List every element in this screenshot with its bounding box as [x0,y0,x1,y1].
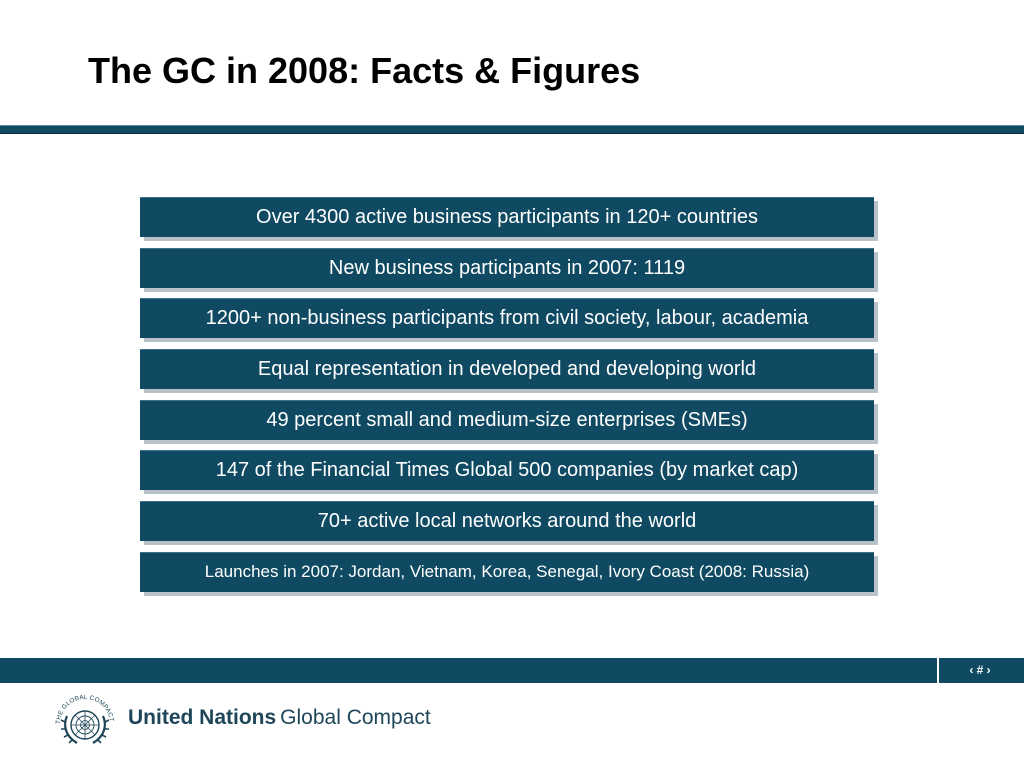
footer-bar: ‹ # › [0,658,1024,683]
page-number: ‹ # › [969,663,991,677]
facts-list: Over 4300 active business participants i… [140,197,880,603]
un-globe-laurel-icon: THE GLOBAL COMPACT [55,694,115,744]
org-name-bold: United Nations [128,706,277,729]
fact-box: Over 4300 active business participants i… [140,197,874,237]
fact-box: Equal representation in developed and de… [140,349,874,390]
org-name: United Nations Global Compact [128,706,431,730]
fact-box: 1200+ non-business participants from civ… [140,298,874,339]
org-name-light: Global Compact [280,706,431,729]
fact-box: 147 of the Financial Times Global 500 co… [140,450,874,491]
fact-box: Launches in 2007: Jordan, Vietnam, Korea… [140,551,874,592]
fact-box: New business participants in 2007: 1119 [140,247,874,288]
footer-divider [937,658,939,683]
fact-box: 70+ active local networks around the wor… [140,501,874,542]
fact-box: 49 percent small and medium-size enterpr… [140,399,874,440]
title-divider [0,125,1024,134]
slide-title: The GC in 2008: Facts & Figures [88,50,641,91]
